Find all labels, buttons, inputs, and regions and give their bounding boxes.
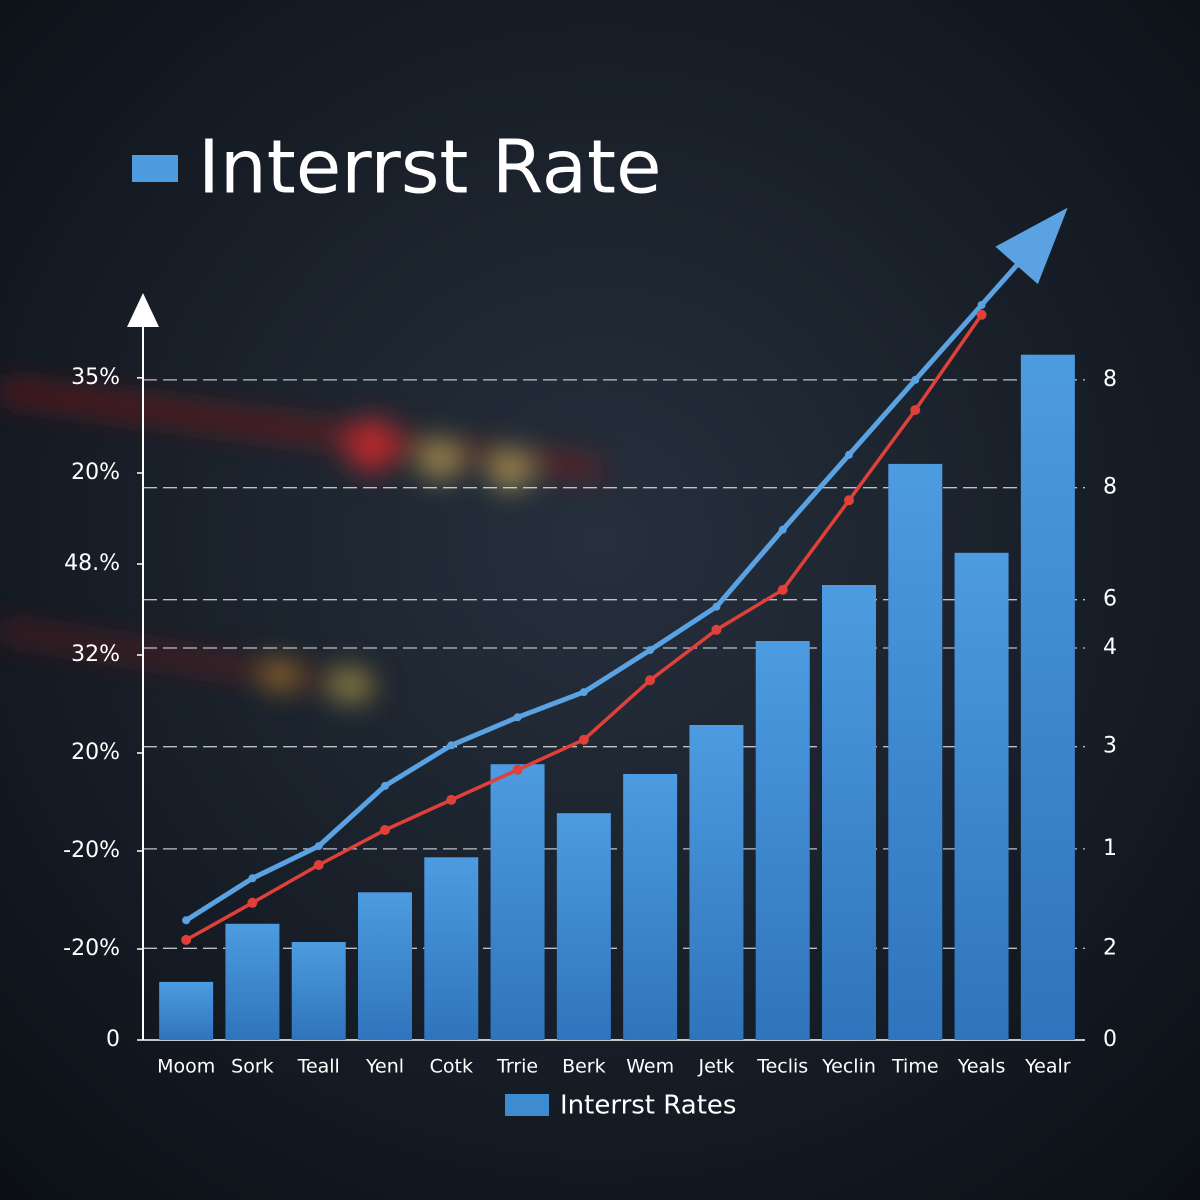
bar [888, 463, 943, 1040]
x-tick-label: Teall [297, 1056, 340, 1078]
line-point [313, 860, 324, 870]
line-point [380, 825, 390, 835]
line-point [182, 916, 191, 925]
bar [225, 923, 280, 1040]
x-tick-label: Yenl [365, 1056, 404, 1078]
x-tick-label: Sork [231, 1056, 274, 1078]
legend-label: Interrst Rates [560, 1091, 736, 1121]
y2-tick-label: 6 [1103, 587, 1117, 612]
x-tick-label: Cotk [430, 1056, 473, 1078]
x-tick-label: Teclis [756, 1056, 808, 1078]
bar [159, 981, 214, 1040]
line-series [184, 228, 1050, 923]
y-tick-label: -20% [63, 838, 120, 863]
y-tick-label: 0 [106, 1027, 120, 1052]
bar [954, 552, 1009, 1040]
line-point [579, 688, 588, 697]
bar [822, 585, 876, 1040]
line-point [777, 584, 788, 595]
y-tick-label: 48.% [64, 551, 120, 576]
bar [623, 774, 678, 1040]
line-point [977, 301, 986, 309]
line-point [512, 764, 523, 775]
x-tick-label: Trrie [496, 1056, 538, 1078]
line-point [381, 781, 389, 790]
line-point [181, 934, 192, 945]
background-lights [0, 381, 602, 703]
y-axis-arrow [127, 293, 159, 327]
line-point [844, 495, 854, 506]
x-tick-label: Berk [562, 1056, 606, 1078]
line-point [712, 602, 721, 611]
line-point [911, 375, 920, 384]
y2-tick-label: 0 [1103, 1027, 1117, 1052]
line-point [578, 734, 589, 745]
y-tick-label: 32% [71, 642, 120, 667]
y2-tick-label: 2 [1103, 935, 1117, 960]
line-point [646, 646, 655, 655]
y-tick-label: -20% [63, 936, 120, 961]
y2-tick-label: 8 [1103, 367, 1117, 392]
y2-tick-label: 4 [1103, 635, 1117, 660]
bar [755, 641, 810, 1040]
y-tick-label: 35% [71, 365, 120, 390]
title-swatch [132, 155, 178, 182]
line-point [645, 675, 656, 686]
line-point [711, 624, 722, 635]
bar [1020, 354, 1075, 1040]
x-tick-label: Jetk [698, 1056, 735, 1078]
bar [689, 725, 744, 1040]
line-point [446, 794, 457, 805]
line-point [976, 309, 987, 320]
bar [556, 813, 611, 1040]
bar [358, 892, 412, 1040]
line-point [447, 741, 456, 750]
y-tick-label: 20% [71, 460, 120, 485]
bar [490, 764, 545, 1040]
line-point [248, 874, 257, 883]
x-tick-label: Time [891, 1056, 939, 1078]
bar [291, 942, 346, 1040]
x-tick-label: Yeclin [821, 1056, 876, 1078]
line-point [910, 405, 921, 415]
x-tick-label: Wem [626, 1056, 674, 1078]
line-point [1043, 226, 1052, 235]
y-tick-label: 20% [71, 740, 120, 765]
x-tick-label: Yeals [957, 1056, 1006, 1078]
line-point [314, 842, 323, 851]
chart-title: Interrst Rate [198, 125, 662, 211]
line-point [845, 450, 853, 459]
line-point [778, 525, 787, 534]
y2-tick-label: 8 [1103, 475, 1117, 500]
x-tick-label: Yealr [1024, 1056, 1071, 1078]
y2-tick-label: 1 [1103, 836, 1117, 861]
line-point [513, 713, 522, 722]
line-point [247, 897, 258, 908]
legend-swatch [505, 1094, 549, 1116]
bar [424, 857, 479, 1040]
x-tick-label: Moom [157, 1056, 215, 1078]
y2-tick-label: 3 [1103, 734, 1117, 759]
